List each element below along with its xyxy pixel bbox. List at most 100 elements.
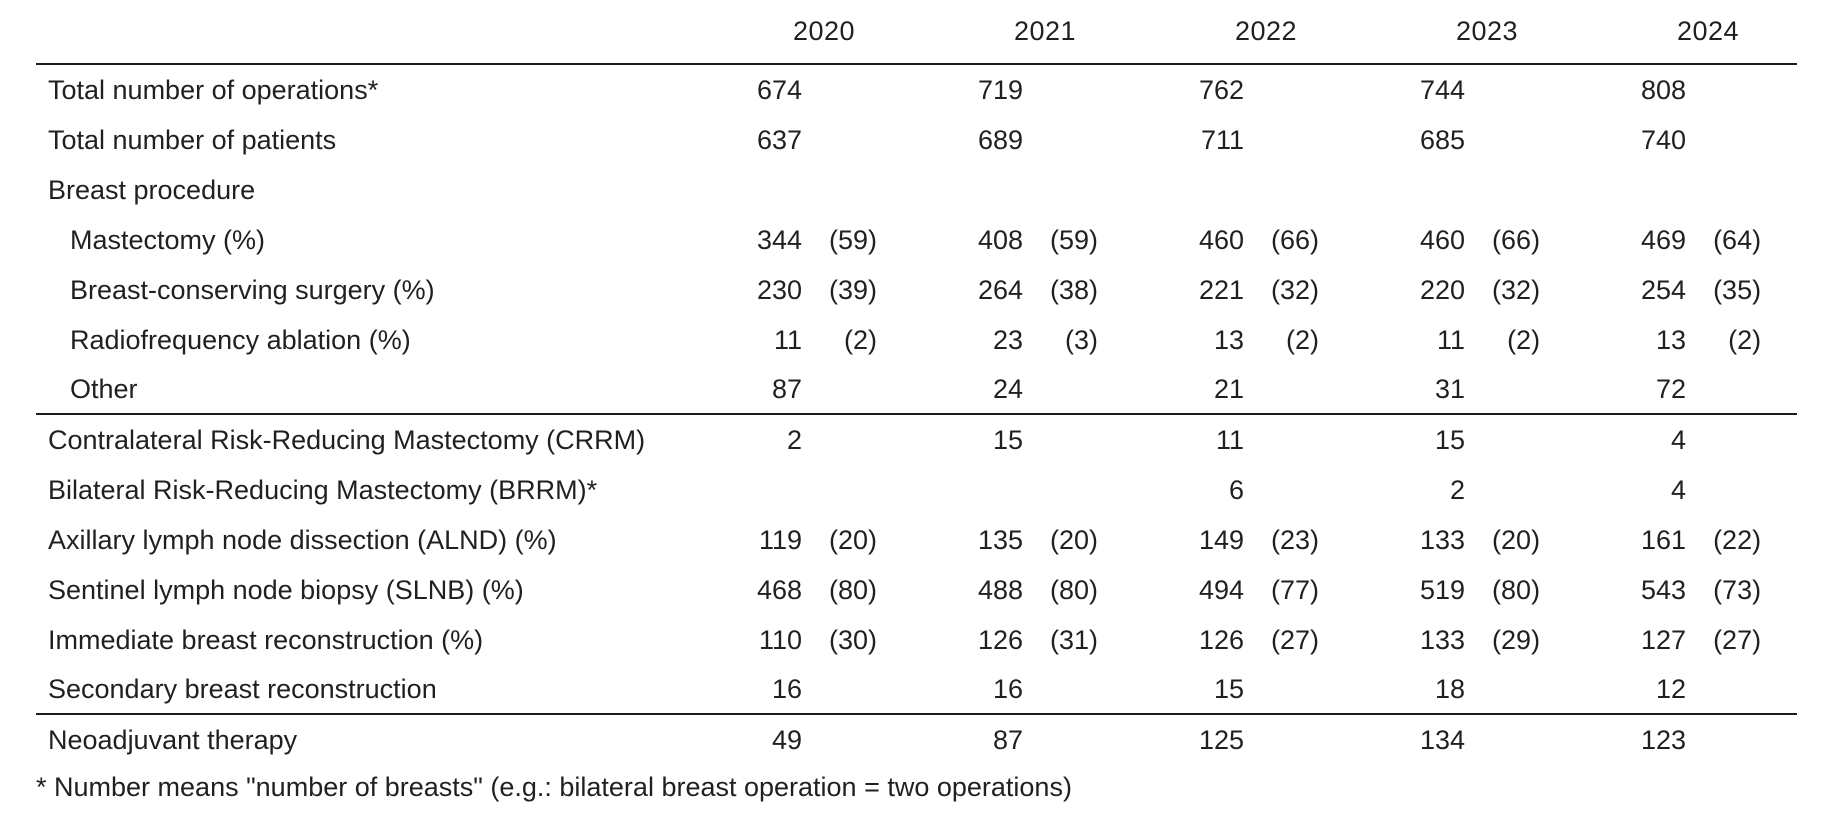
value-cell: 494 — [1198, 574, 1245, 605]
value-cell: 685 — [1419, 124, 1466, 155]
percent-cell — [802, 165, 877, 215]
percent-cell — [802, 115, 877, 165]
percent-cell — [802, 465, 877, 515]
percent-cell: (66) — [1492, 224, 1541, 255]
spacer-cell — [1761, 465, 1797, 515]
value-cell: 21 — [1098, 365, 1245, 415]
row-label: Axillary lymph node dissection (ALND) (%… — [48, 524, 557, 555]
year-header-row: 2020 2021 2022 2023 2024 — [36, 0, 1798, 65]
value-cell: 488 — [977, 574, 1024, 605]
spacer-cell — [1761, 615, 1797, 665]
value-cell: 13 — [1213, 324, 1245, 355]
value-cell: 408 — [977, 224, 1024, 255]
percent-cell: (59) — [829, 224, 878, 255]
value-cell: 221 — [1198, 274, 1245, 305]
spacer-cell — [1761, 165, 1797, 215]
percent-cell — [1244, 465, 1319, 515]
table-row: Neoadjuvant therapy 49 87 125 134 123 — [36, 714, 1797, 765]
value-cell: 689 — [977, 124, 1024, 155]
value-cell: 740 — [1641, 124, 1687, 155]
value-cell: 2 — [786, 424, 802, 455]
percent-cell — [1686, 414, 1761, 465]
value-cell: 110 — [758, 624, 802, 655]
percent-cell: (80) — [1492, 574, 1541, 605]
spacer-cell — [1761, 365, 1798, 415]
percent-cell: (22) — [1713, 524, 1762, 555]
percent-cell — [1023, 414, 1098, 465]
value-cell: 11 — [773, 324, 802, 355]
spacer-cell — [1761, 315, 1797, 365]
footnote: * Number means "number of breasts" (e.g.… — [36, 772, 1072, 802]
percent-cell: (64) — [1713, 224, 1762, 255]
value-cell: 126 — [1198, 624, 1245, 655]
table-row: Bilateral Risk-Reducing Mastectomy (BRRM… — [36, 465, 1797, 515]
value-cell: 264 — [977, 274, 1024, 305]
value-cell: 468 — [756, 574, 802, 605]
percent-cell: (66) — [1271, 224, 1320, 255]
value-cell: 11 — [1437, 324, 1466, 355]
value-cell: 230 — [756, 274, 802, 305]
percent-cell: (27) — [1713, 624, 1762, 655]
row-label: Breast-conserving surgery (%) — [70, 274, 435, 305]
percent-cell — [802, 414, 877, 465]
value-cell: 12 — [1540, 665, 1687, 715]
spacer-cell — [1761, 714, 1797, 765]
spacer-cell — [1761, 665, 1798, 715]
percent-cell: (80) — [1050, 574, 1099, 605]
percent-cell: (2) — [1728, 324, 1762, 355]
percent-cell — [1244, 714, 1319, 765]
percent-cell: (73) — [1713, 574, 1762, 605]
value-cell: 719 — [977, 74, 1024, 105]
percent-cell — [1023, 665, 1099, 715]
value-cell: 4 — [1671, 424, 1687, 455]
value-cell: 15 — [992, 424, 1024, 455]
percent-cell — [1465, 64, 1540, 115]
percent-cell: (2) — [844, 324, 878, 355]
spacer-cell — [1761, 515, 1797, 565]
table-row: Breast-conserving surgery (%) 230 (39) 264 (… — [36, 265, 1797, 315]
value-cell: 460 — [1419, 224, 1466, 255]
value-cell — [877, 165, 1023, 215]
value-cell: 135 — [977, 524, 1024, 555]
page: 2020 2021 2022 2023 2024 Total number of ope… — [36, 0, 1798, 802]
year-header: 2022 — [1098, 0, 1320, 65]
percent-cell — [802, 365, 878, 415]
percent-cell — [1686, 714, 1761, 765]
percent-cell — [1023, 714, 1098, 765]
value-cell: 469 — [1641, 224, 1687, 255]
value-cell — [1319, 165, 1465, 215]
row-label: Immediate breast reconstruction (%) — [48, 624, 484, 655]
value-cell: 72 — [1540, 365, 1687, 415]
value-cell: 87 — [656, 365, 802, 415]
value-cell — [656, 465, 802, 515]
value-cell: 15 — [1098, 665, 1245, 715]
table-row: Secondary breast reconstruction 16 16 15 18 1… — [36, 665, 1798, 715]
percent-cell — [1686, 115, 1761, 165]
spacer-cell — [1761, 565, 1797, 615]
percent-cell — [1686, 165, 1761, 215]
percent-cell — [1465, 714, 1540, 765]
value-cell: 13 — [1656, 324, 1687, 355]
value-cell: 126 — [977, 624, 1024, 655]
row-label: Radiofrequency ablation (%) — [70, 324, 411, 355]
percent-cell — [1244, 64, 1319, 115]
percent-cell — [1023, 365, 1099, 415]
row-label: Secondary breast reconstruction — [36, 665, 656, 715]
percent-cell — [1244, 665, 1320, 715]
table-row: Total number of operations* 674 719 762 744 8… — [36, 64, 1797, 115]
spacer-cell — [1761, 215, 1797, 265]
percent-cell — [1686, 64, 1761, 115]
row-label: Sentinel lymph node biopsy (SLNB) (%) — [48, 574, 524, 605]
value-cell: 119 — [758, 524, 802, 555]
value-cell: 254 — [1641, 274, 1687, 305]
value-cell: 543 — [1641, 574, 1687, 605]
value-cell: 15 — [1435, 424, 1466, 455]
value-cell — [656, 165, 802, 215]
percent-cell — [1023, 165, 1098, 215]
table-row: Breast procedure — [36, 165, 1797, 215]
percent-cell: (59) — [1050, 224, 1099, 255]
value-cell: 344 — [756, 224, 802, 255]
percent-cell — [1686, 365, 1762, 415]
value-cell — [877, 465, 1023, 515]
spacer-cell — [1761, 265, 1797, 315]
